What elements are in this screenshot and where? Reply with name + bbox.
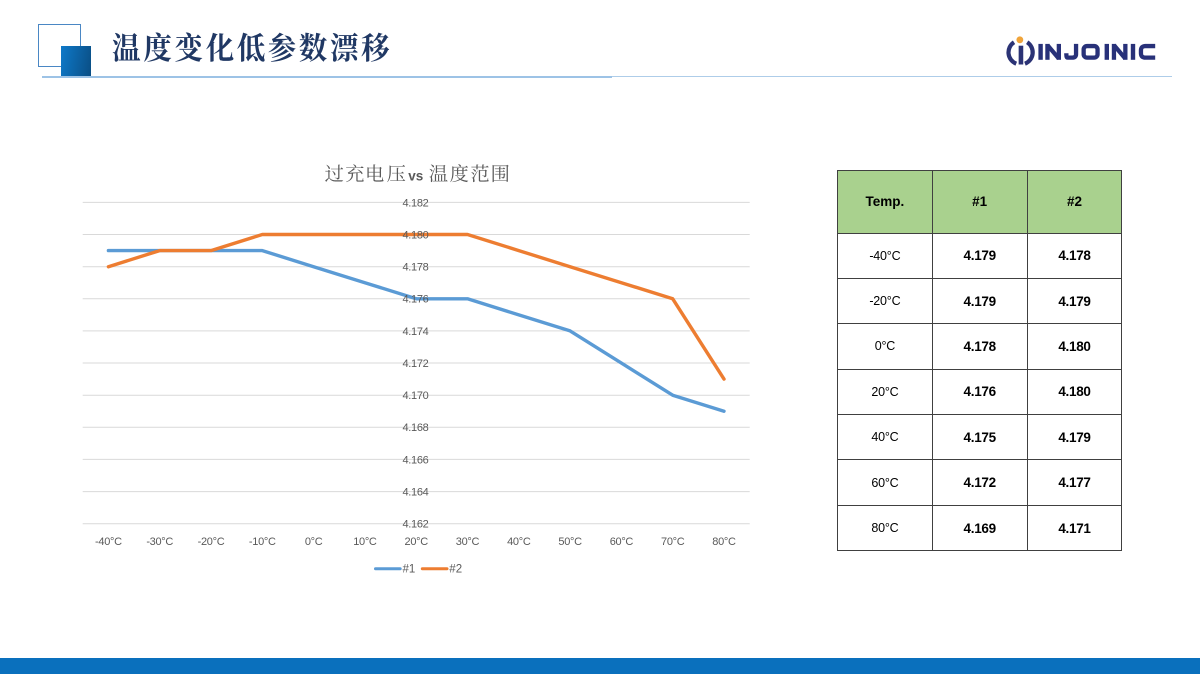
- svg-text:30°C: 30°C: [456, 536, 480, 548]
- svg-text:-40°C: -40°C: [95, 536, 122, 548]
- svg-text:60°C: 60°C: [610, 536, 634, 548]
- svg-text:4.180: 4.180: [402, 229, 428, 241]
- svg-text:-10°C: -10°C: [249, 536, 276, 548]
- svg-text:4.162: 4.162: [402, 519, 428, 531]
- svg-text:80°C: 80°C: [712, 536, 736, 548]
- svg-text:4.174: 4.174: [402, 326, 428, 338]
- svg-text:40°C: 40°C: [507, 536, 531, 548]
- svg-text:4.168: 4.168: [402, 422, 428, 434]
- svg-text:vs: vs: [408, 169, 423, 184]
- svg-text:70°C: 70°C: [661, 536, 685, 548]
- svg-text:4.164: 4.164: [402, 487, 428, 499]
- svg-text:10°C: 10°C: [353, 536, 377, 548]
- svg-text:#2: #2: [449, 564, 462, 576]
- svg-text:4.170: 4.170: [402, 390, 428, 402]
- svg-text:-30°C: -30°C: [146, 536, 173, 548]
- svg-text:#1: #1: [403, 564, 416, 576]
- svg-text:4.172: 4.172: [402, 358, 428, 370]
- svg-text:-20°C: -20°C: [198, 536, 225, 548]
- svg-text:4.166: 4.166: [402, 454, 428, 466]
- svg-text:4.176: 4.176: [402, 294, 428, 306]
- svg-text:50°C: 50°C: [558, 536, 582, 548]
- svg-text:20°C: 20°C: [405, 536, 429, 548]
- svg-text:4.182: 4.182: [402, 197, 428, 209]
- svg-text:0°C: 0°C: [305, 536, 323, 548]
- svg-text:4.178: 4.178: [402, 262, 428, 274]
